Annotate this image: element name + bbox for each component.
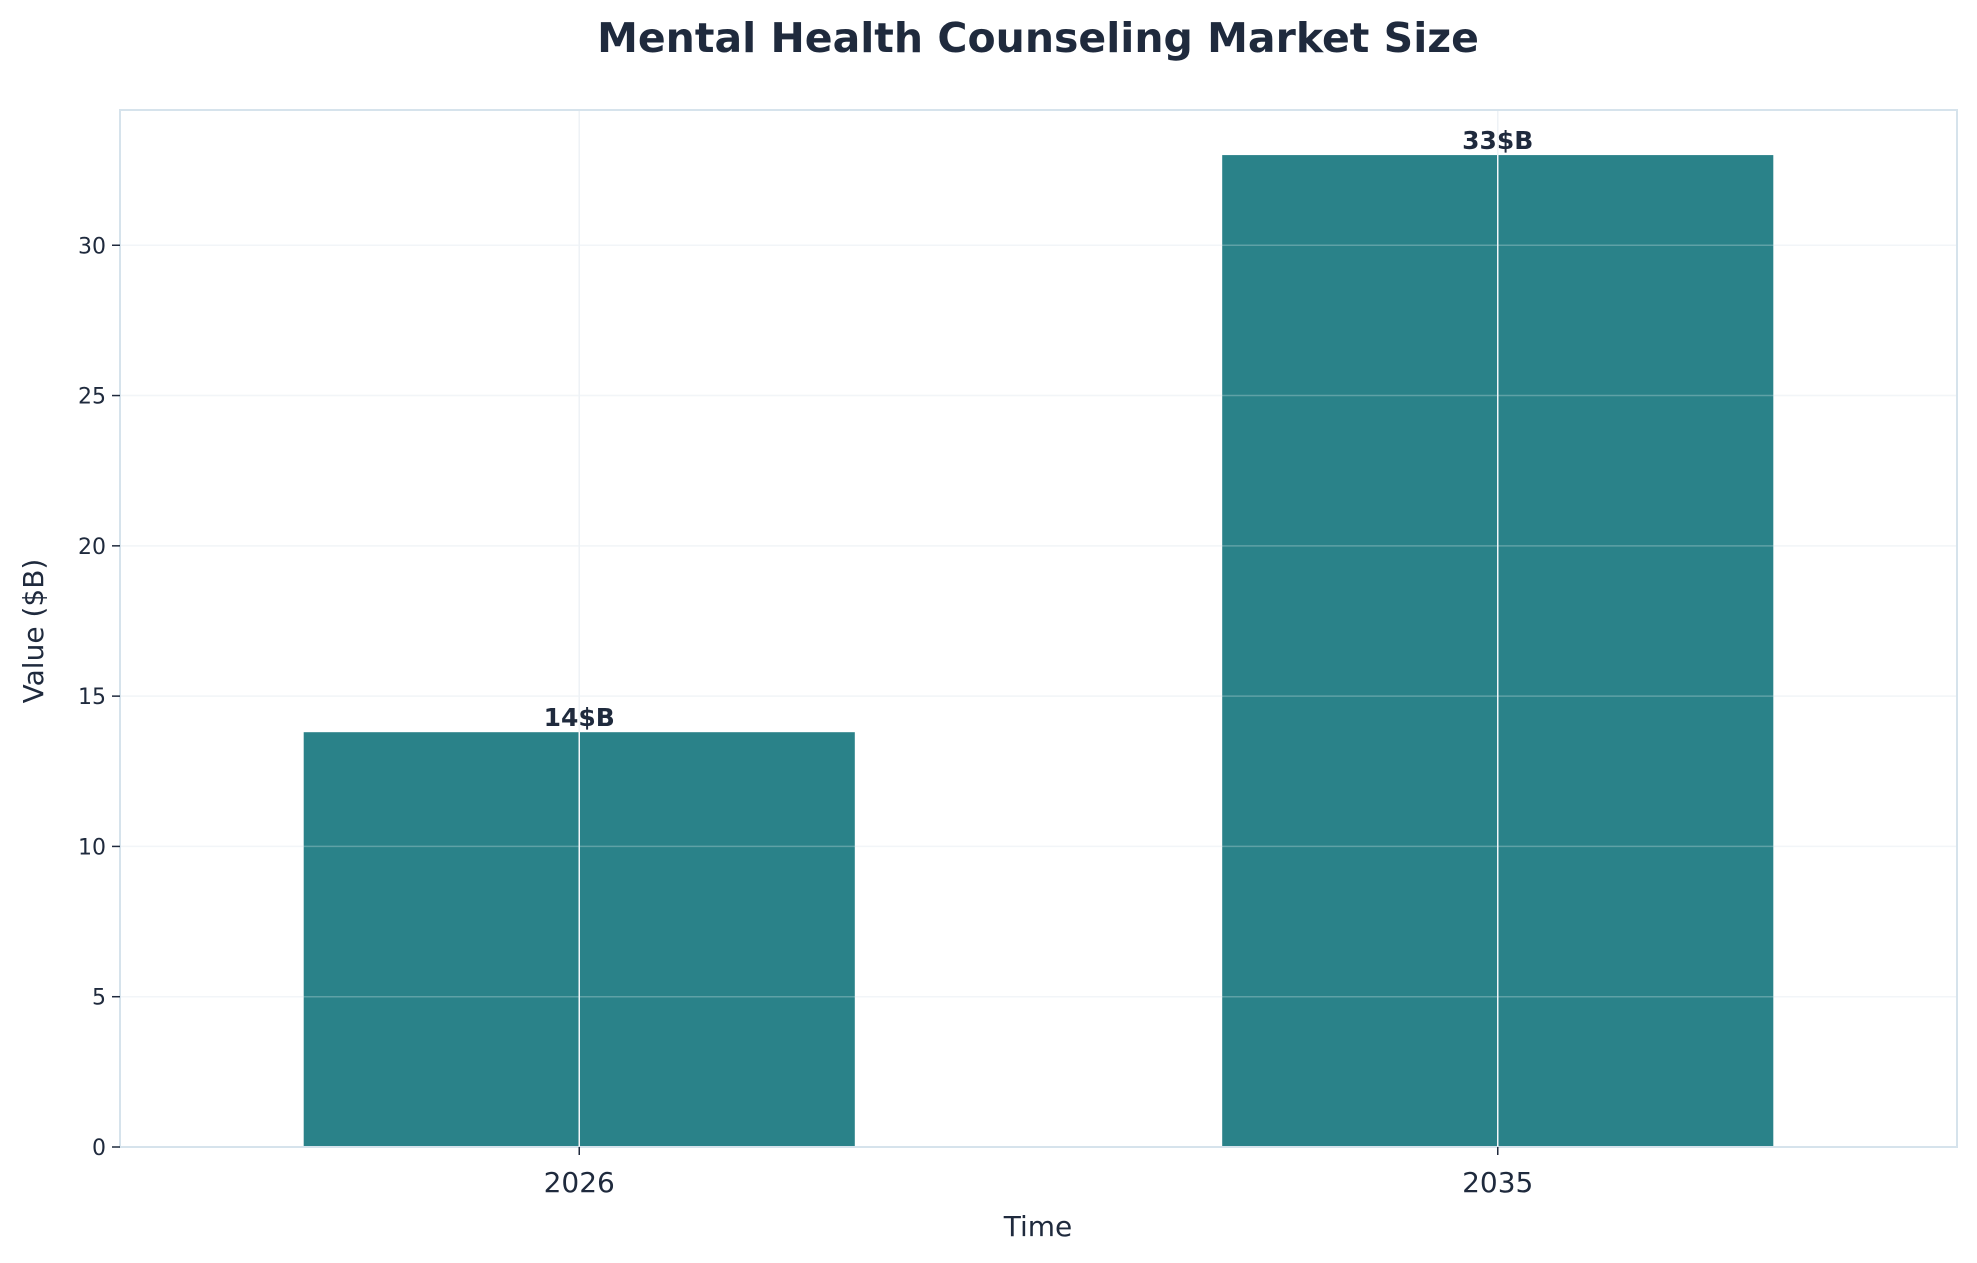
y-tick-label: 30 <box>78 234 106 259</box>
bar-value-labels: 14$B 33$B <box>544 126 1534 732</box>
x-tick-label: 2035 <box>1462 1166 1533 1199</box>
y-axis-title: Value ($B) <box>17 559 50 704</box>
x-tick-label: 2026 <box>544 1166 615 1199</box>
plot-frame <box>119 109 1958 1148</box>
vertical-gridlines <box>120 110 1957 1147</box>
chart-title: Mental Health Counseling Market Size <box>597 14 1479 62</box>
bars <box>303 155 1774 1147</box>
y-tick-label: 0 <box>92 1136 106 1161</box>
bar-value-label: 14$B <box>544 703 615 732</box>
y-tick-label: 15 <box>78 685 106 710</box>
bar-value-label: 33$B <box>1462 126 1533 155</box>
y-tick-label: 20 <box>78 535 106 560</box>
x-axis-title: Time <box>1003 1210 1073 1243</box>
x-axis: 2026 2035 <box>544 1147 1533 1199</box>
y-tick-label: 5 <box>92 986 106 1011</box>
y-tick-label: 25 <box>78 385 106 410</box>
y-axis: 0 5 10 15 20 25 30 <box>78 234 120 1161</box>
y-tick-label: 10 <box>78 835 106 860</box>
